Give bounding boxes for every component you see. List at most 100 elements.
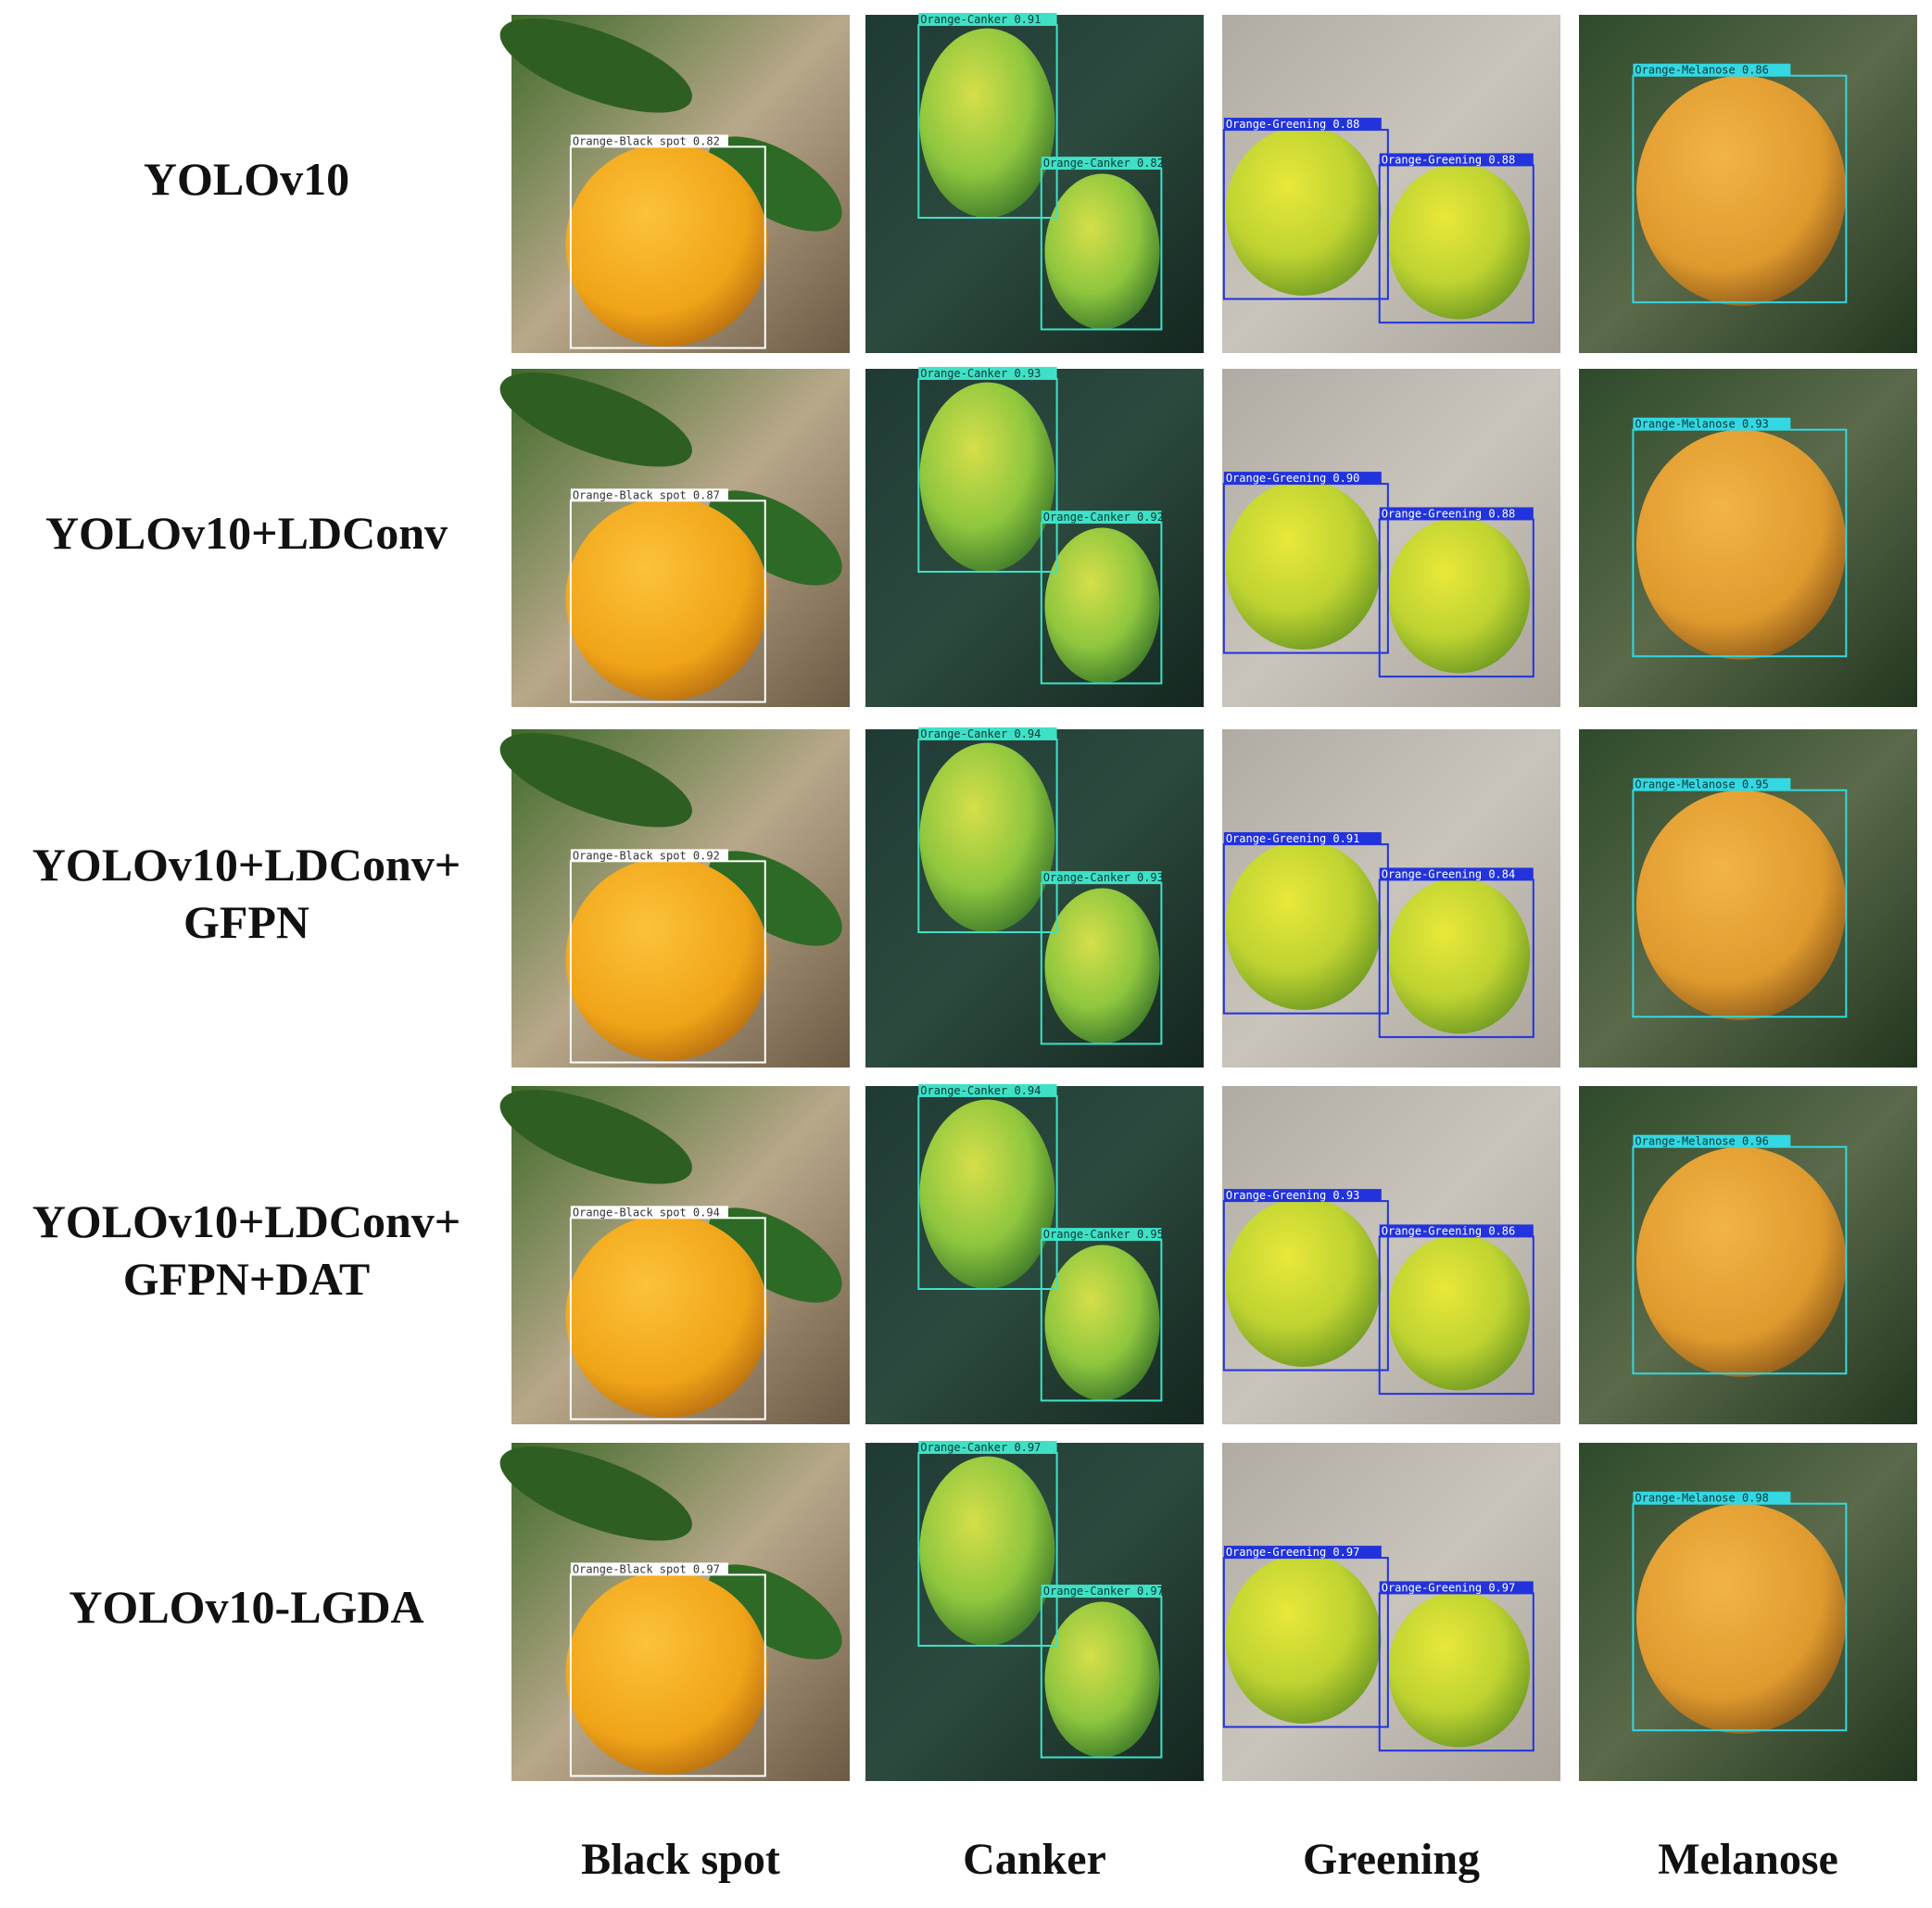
detection-label-bg [1633,777,1791,790]
detection-label-bg [1223,1546,1382,1559]
detection-label-bg [1041,1585,1162,1598]
detection-label-bg [918,727,1057,739]
leaf [708,851,842,946]
leaf [499,1446,692,1541]
column-label: Melanose [1658,1835,1838,1884]
fruit [919,742,1055,932]
detection-label-bg [1633,63,1791,76]
detection-label-bg [1041,1228,1162,1241]
column-label: Greening [1303,1835,1480,1884]
detection-label: Orange-Canker 0.92 [1043,511,1164,524]
fruit [1387,517,1531,674]
fruit [565,857,769,1061]
image-cell: Orange-Greening 0.88 Orange-Greening 0.88 [1222,15,1560,353]
detection-label-bg [918,366,1057,379]
fruit [919,1456,1055,1647]
fruit [1636,75,1847,306]
image-cell: Orange-Melanose 0.95 [1579,729,1917,1068]
detection-label-bg [1379,153,1534,166]
fruit [1044,888,1160,1044]
image-cell: Orange-Greening 0.97 Orange-Greening 0.97 [1222,1443,1560,1781]
fruit [1044,1601,1160,1758]
detection-label: Orange-Canker 0.93 [920,367,1041,380]
detection-label: Orange-Melanose 0.95 [1635,778,1769,791]
detection-label: Orange-Melanose 0.98 [1635,1492,1769,1505]
detection-label: Orange-Canker 0.97 [920,1441,1041,1454]
fruit [565,1571,769,1775]
detection-label-bg [1379,1581,1534,1594]
row-label: YOLOv10+LDConv+ [32,839,461,891]
leaf [499,1089,692,1184]
image-cell: Orange-Melanose 0.86 [1579,15,1917,353]
fruit [1225,1554,1382,1724]
leaf [499,372,692,467]
detection-label: Orange-Canker 0.94 [920,727,1041,740]
fruit [1387,163,1531,320]
image-cell: Orange-Canker 0.97 Orange-Canker 0.97 [865,1440,1204,1781]
column-label: Canker [963,1835,1106,1884]
image-cell: Orange-Melanose 0.98 [1579,1443,1917,1781]
detection-label-bg [918,12,1057,25]
detection-label: Orange-Black spot 0.82 [573,134,720,147]
detection-label: Orange-Greening 0.93 [1226,1189,1360,1202]
fruit [1636,790,1847,1020]
image-cell: Orange-Black spot 0.94 [499,1086,850,1424]
detection-label: Orange-Greening 0.88 [1226,118,1360,131]
detection-label: Orange-Canker 0.94 [920,1084,1041,1097]
detection-label: Orange-Black spot 0.97 [573,1562,720,1575]
row-label: YOLOv10 [144,153,349,205]
fruit [1225,126,1382,296]
image-cell: Orange-Canker 0.91 Orange-Canker 0.82 [865,12,1204,353]
image-cell: Orange-Greening 0.90 Orange-Greening 0.88 [1222,369,1560,707]
fruit [1225,480,1382,650]
image-cell: Orange-Melanose 0.96 [1579,1086,1917,1424]
fruit [1225,1197,1382,1367]
image-cell: Orange-Black spot 0.97 [499,1443,850,1781]
fruit [565,497,769,701]
detection-label: Orange-Greening 0.90 [1226,472,1360,485]
row-label: YOLOv10-LGDA [69,1581,423,1633]
detection-label-bg [1223,472,1382,485]
image-cell: Orange-Canker 0.94 Orange-Canker 0.93 [865,727,1204,1068]
row-label: YOLOv10+LDConv+ [32,1195,461,1247]
fruit [1636,429,1847,660]
column-label: Black spot [581,1835,780,1884]
leaf [708,136,842,232]
image-cell: Orange-Greening 0.91 Orange-Greening 0.84 [1222,729,1560,1068]
fruit [565,143,769,347]
image-cell: Orange-Canker 0.94 Orange-Canker 0.95 [865,1083,1204,1424]
fruit [1044,527,1160,684]
detection-label: Orange-Greening 0.84 [1382,867,1516,880]
detection-label: Orange-Greening 0.91 [1226,832,1360,845]
detection-label: Orange-Canker 0.93 [1043,871,1164,884]
fruit [1636,1146,1847,1377]
fruit [919,382,1055,572]
image-cell: Orange-Melanose 0.93 [1579,369,1917,707]
detection-label-bg [1379,507,1534,520]
image-cell: Orange-Black spot 0.87 [499,369,850,707]
leaf [708,490,842,586]
row-label: YOLOv10+LDConv [45,507,448,559]
detection-label-bg [1041,157,1162,170]
detection-label: Orange-Greening 0.86 [1382,1224,1516,1237]
image-cell: Orange-Black spot 0.92 [499,729,850,1068]
detection-label-bg [1223,1189,1382,1202]
detection-label: Orange-Canker 0.91 [920,13,1041,26]
detection-label: Orange-Greening 0.97 [1226,1546,1360,1559]
detection-label-bg [1223,118,1382,131]
detection-label-bg [1041,511,1162,524]
fruit [919,1099,1055,1290]
image-cell: Orange-Canker 0.93 Orange-Canker 0.92 [865,366,1204,707]
detection-label: Orange-Canker 0.97 [1043,1585,1164,1598]
fruit [919,28,1055,218]
leaf [708,1207,842,1303]
fruit [1387,878,1531,1034]
detection-label-bg [570,488,728,501]
detection-label-bg [570,849,728,862]
detection-label-bg [570,134,728,147]
detection-label: Orange-Greening 0.88 [1382,507,1516,520]
leaf [499,18,692,113]
fruit [1636,1503,1847,1734]
fruit [1387,1591,1531,1748]
